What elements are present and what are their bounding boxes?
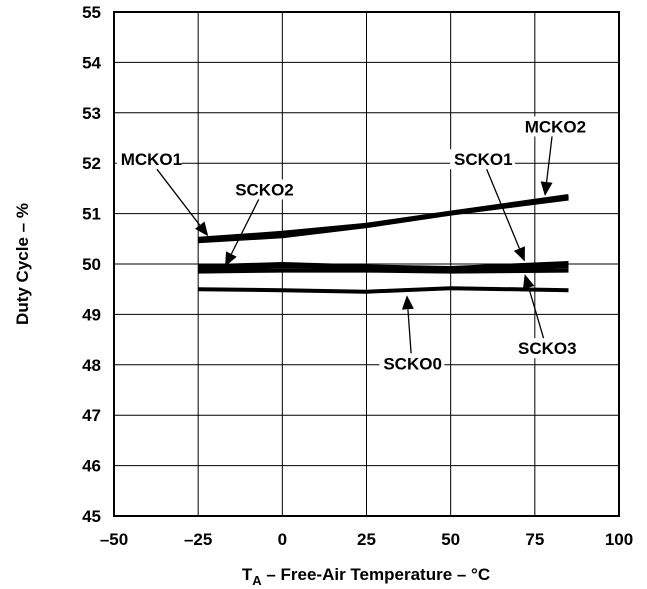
x-tick-label: –50 [100, 530, 128, 549]
y-tick-label: 54 [82, 53, 101, 72]
arrow-head [513, 246, 525, 262]
y-tick-label: 50 [82, 255, 101, 274]
arrow-shaft [486, 168, 520, 249]
label-background [379, 353, 445, 374]
label-background [116, 149, 182, 170]
series-layer [198, 194, 569, 294]
series-line-mcko2 [198, 194, 569, 241]
y-tick-label: 46 [82, 457, 101, 476]
plot-frame [113, 11, 620, 517]
y-tick-label: 45 [82, 507, 101, 526]
y-tick-label: 55 [82, 3, 101, 22]
series-line-scko3 [198, 268, 569, 274]
arrow-head [225, 251, 237, 267]
y-tick-label: 47 [82, 406, 101, 425]
y-tick-label: 51 [82, 205, 101, 224]
curve-label-mcko2: MCKO2 [525, 117, 586, 136]
curve-label-scko0: SCKO0 [383, 354, 442, 373]
label-background [520, 116, 586, 137]
y-tick-label: 52 [82, 154, 101, 173]
annotations-layer: MCKO1 SCKO2 SCKO1 MCKO2 SCKO3 SCKO0 [116, 116, 586, 374]
arrow-shaft [407, 309, 412, 354]
x-tick-label: 25 [357, 530, 376, 549]
x-tick-label: –25 [184, 530, 212, 549]
x-axis-title: TA – Free-Air Temperature – °C [242, 565, 490, 588]
arrow-head [540, 181, 553, 196]
y-axis-title: Duty Cycle – % [13, 203, 32, 325]
y-tick-label: 49 [82, 305, 101, 324]
arrow-shaft [545, 136, 553, 183]
arrow-shaft [230, 199, 260, 255]
label-background [514, 338, 579, 359]
x-tick-label: 100 [605, 530, 633, 549]
curve-label-scko2: SCKO2 [235, 180, 294, 199]
arrow-head [522, 274, 535, 290]
label-background [231, 179, 297, 200]
y-tick-label: 48 [82, 356, 101, 375]
label-background [450, 149, 516, 170]
arrow-head [194, 221, 209, 237]
y-tick-labels: 45 46 47 48 49 50 51 52 53 54 55 [82, 3, 101, 526]
curve-label-mcko1: MCKO1 [121, 150, 182, 169]
curve-label-scko3: SCKO3 [518, 339, 577, 358]
y-tick-label: 53 [82, 104, 101, 123]
x-tick-labels: –50 –25 0 25 50 75 100 [100, 530, 633, 549]
x-tick-label: 50 [441, 530, 460, 549]
arrow-head [401, 295, 414, 310]
curve-label-scko1: SCKO1 [454, 150, 513, 169]
arrow-shaft [156, 168, 201, 226]
x-tick-label: 75 [525, 530, 544, 549]
arrow-shaft [528, 287, 545, 339]
series-line-scko2 [198, 264, 569, 272]
series-line-scko0 [198, 286, 569, 294]
x-tick-label: 0 [278, 530, 287, 549]
